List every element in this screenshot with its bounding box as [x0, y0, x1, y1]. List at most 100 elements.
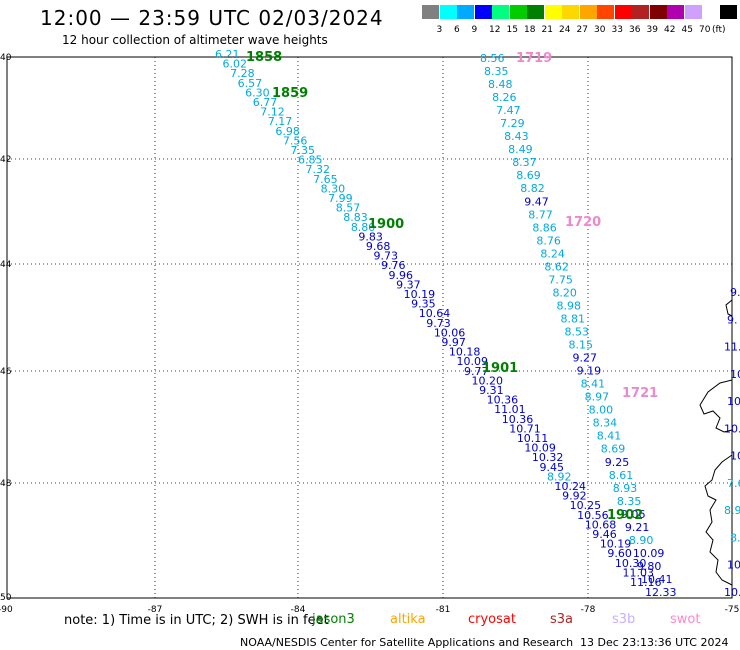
legend-swatch: [632, 5, 649, 19]
swh-value: 6.77: [253, 96, 278, 109]
swh-value: 8.97: [585, 391, 610, 404]
swh-value: 7.75: [548, 273, 573, 286]
legend-label: 3: [436, 25, 443, 35]
legend-unit: (ft): [712, 25, 726, 35]
satellite-legend-item: cryosat: [468, 612, 516, 627]
legend-label: 12: [489, 25, 501, 35]
swh-value: 10.36: [487, 394, 519, 407]
swh-value: 9.73: [373, 250, 398, 263]
swh-value: 9.77: [464, 365, 489, 378]
swh-value: 7.32: [306, 163, 331, 176]
page-subtitle: 12 hour collection of altimeter wave hei…: [62, 33, 328, 47]
swh-value: 8.83: [343, 211, 368, 224]
swh-value: 8.35: [484, 65, 509, 78]
swh-value: 8.34: [593, 417, 618, 430]
pass-time-label: 1902: [607, 508, 643, 523]
swh-value: 7.65: [313, 173, 338, 186]
swh-value: 9.92: [562, 490, 587, 503]
swh-value: 8.90: [629, 534, 654, 547]
legend-swatch: [474, 5, 492, 19]
swh-value: 8.69: [516, 169, 541, 182]
timestamp-text: 13 Dec 23:13:36 UTC 2024: [580, 636, 729, 649]
swh-value: 9.47: [524, 195, 549, 208]
swh-value: 10.19: [404, 288, 436, 301]
legend-swatch: [684, 5, 702, 19]
legend-label: 9: [471, 25, 478, 35]
swh-value: 9.97: [441, 336, 466, 349]
lon-tick-label: -87: [148, 605, 163, 615]
swh-value: 9.27: [573, 352, 598, 365]
legend-label: 21: [541, 25, 553, 35]
map-frame: [6, 56, 733, 599]
lon-tick-label: -78: [581, 605, 596, 615]
swh-value: 7.28: [230, 67, 255, 80]
swh-value: 9.83: [358, 230, 383, 243]
coastline: [699, 379, 733, 586]
swh-value: 11.: [724, 341, 740, 354]
swh-value: 8.53: [565, 326, 590, 339]
swh-value: 9.80: [637, 560, 662, 573]
legend-swatch: [457, 5, 474, 19]
swh-value: 8.93: [613, 482, 638, 495]
lat-tick-label: 42: [0, 155, 11, 165]
legend-swatch: [597, 5, 614, 19]
swh-value: 6.57: [238, 77, 262, 90]
pass-time-label: 1859: [272, 86, 308, 101]
swh-value: 8.98: [556, 299, 581, 312]
swh-value: 9.25: [605, 456, 630, 469]
swh-value: 10.09: [456, 355, 488, 368]
swh-value: 10.20: [472, 374, 504, 387]
legend-label: 30: [594, 25, 606, 35]
swh-value: 6.98: [275, 125, 300, 138]
swh-value: 10.64: [419, 307, 451, 320]
swh-value: 8.82: [520, 182, 545, 195]
swh-value: 9.68: [366, 240, 391, 253]
pass-time-label: 1900: [368, 217, 404, 232]
swh-value: 8.61: [609, 469, 634, 482]
legend-swatch: [667, 5, 684, 19]
legend-label: 42: [664, 25, 676, 35]
swh-value: 10.19: [600, 538, 632, 551]
swh-value: 9.: [730, 286, 740, 299]
swh-value: 8.20: [552, 286, 577, 299]
lat-tick-label: 48: [0, 479, 12, 489]
swh-value: 8.30: [321, 182, 346, 195]
swh-value: 8.15: [569, 339, 594, 352]
legend-label: 18: [524, 25, 536, 35]
swh-value: 9.06: [621, 508, 646, 521]
swh-value: 11.16: [630, 576, 662, 589]
legend-swatch: [562, 5, 579, 19]
swh-value: 8.35: [617, 495, 642, 508]
legend-label: 27: [576, 25, 588, 35]
swh-value: 6.30: [245, 86, 270, 99]
swh-value: 10.09: [524, 442, 556, 455]
swh-value: 8.76: [536, 234, 561, 247]
swh-value: 7.99: [328, 192, 353, 205]
satellite-legend-item: s3b: [612, 612, 636, 627]
legend-swatch: [492, 5, 509, 19]
satellite-legend-item: s3a: [550, 612, 574, 627]
swh-value: 7.56: [283, 134, 308, 147]
lat-tick-label: 44: [0, 260, 12, 270]
swh-value: 8.00: [589, 404, 614, 417]
legend-swatch: [439, 5, 457, 19]
legend-swatch: [719, 5, 737, 19]
swh-value: 10.32: [532, 451, 564, 464]
swh-value: 8.81: [560, 312, 585, 325]
swh-value: 10.68: [585, 518, 617, 531]
swh-value: 8.24: [540, 247, 565, 260]
swh-value: 10.5: [724, 586, 740, 599]
swh-value: 8.77: [528, 208, 553, 221]
swh-value: 8.41: [581, 378, 606, 391]
swh-value: 9.: [727, 313, 738, 326]
swh-value: 10.06: [434, 326, 466, 339]
swh-value: 10.8: [727, 395, 740, 408]
legend-label: 36: [629, 25, 641, 35]
swh-value: 10.71: [509, 422, 540, 435]
swh-value: 10.24: [555, 480, 587, 493]
swh-value: 9.45: [539, 461, 564, 474]
swh-value: 10.11: [517, 432, 549, 445]
swh-value: 7.12: [260, 106, 285, 119]
pass-time-label: 1858: [246, 50, 282, 65]
